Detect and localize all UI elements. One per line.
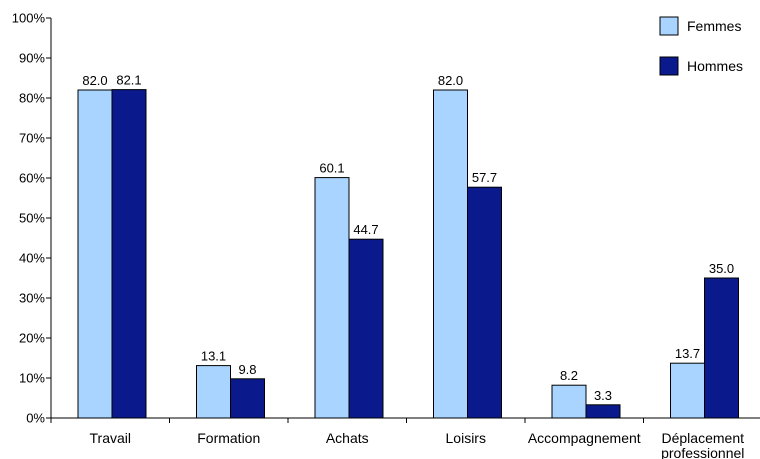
legend: Femmes Hommes <box>659 16 743 76</box>
bar-hommes <box>348 238 384 419</box>
legend-swatch-femmes <box>659 16 679 36</box>
x-category-label: Achats <box>326 430 369 446</box>
data-label: 9.8 <box>238 362 256 377</box>
x-category-label: Formation <box>197 430 260 446</box>
legend-label-hommes: Hommes <box>687 58 743 74</box>
data-label: 3.3 <box>594 388 612 403</box>
data-label: 60.1 <box>319 161 344 176</box>
y-tick-label: 60% <box>19 171 45 186</box>
y-axis: 0% 10% 20% 30% 40% 50% 60% 70% 80% 90% 100% <box>12 11 52 426</box>
legend-label-femmes: Femmes <box>687 18 741 34</box>
y-tick-label: 20% <box>19 331 45 346</box>
y-tick-label: 50% <box>19 211 45 226</box>
x-category-label: Déplacement professionnel <box>661 430 744 459</box>
bar-femmes <box>77 89 113 419</box>
bar-hommes <box>467 186 502 419</box>
data-label: 82.0 <box>438 73 463 88</box>
data-labels: 82.0 13.1 60.1 82.0 8.2 13.7 82.1 9.8 44.7 57.7 3.… <box>82 73 734 403</box>
y-tick-label: 100% <box>12 11 46 26</box>
y-tick-label: 0% <box>26 411 45 426</box>
data-label: 35.0 <box>709 261 734 276</box>
bar-femmes <box>196 365 231 419</box>
x-category-label: Accompagnement <box>528 430 641 446</box>
bar-femmes <box>551 384 587 419</box>
y-tick-label: 90% <box>19 51 45 66</box>
data-label: 44.7 <box>353 222 378 237</box>
data-label: 57.7 <box>472 170 497 185</box>
y-tick-label: 10% <box>19 371 45 386</box>
x-category-label: Travail <box>90 430 132 446</box>
x-category-label: Loisirs <box>446 430 486 446</box>
x-axis: Travail Formation Achats Loisirs Accompagnem… <box>50 417 760 459</box>
bars <box>77 89 739 419</box>
legend-swatch-hommes <box>659 56 679 76</box>
data-label: 8.2 <box>560 368 578 383</box>
bar-femmes <box>314 177 350 419</box>
bar-hommes <box>704 277 739 419</box>
y-tick-label: 80% <box>19 91 45 106</box>
bar-femmes <box>670 362 705 419</box>
data-label: 13.1 <box>201 349 226 364</box>
data-label: 13.7 <box>675 346 700 361</box>
data-label: 82.0 <box>82 73 107 88</box>
y-tick-label: 70% <box>19 131 45 146</box>
bar-hommes <box>111 89 147 419</box>
bar-hommes <box>230 378 265 419</box>
bar-hommes <box>585 404 621 419</box>
data-label: 82.1 <box>116 73 141 88</box>
y-tick-label: 40% <box>19 251 45 266</box>
y-tick-label: 30% <box>19 291 45 306</box>
bar-femmes <box>433 89 468 419</box>
